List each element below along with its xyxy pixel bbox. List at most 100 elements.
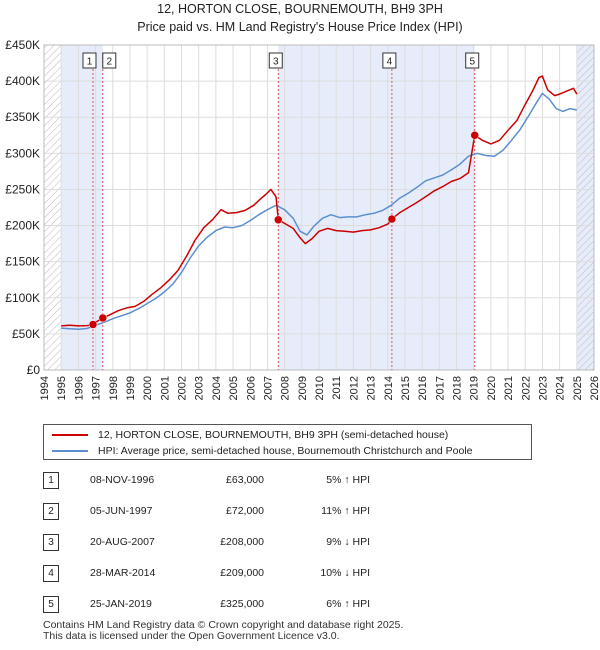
x-tick-label: 2005 [228,376,240,400]
sale-date: 28-MAR-2014 [90,567,156,579]
x-tick-label: 2003 [194,376,206,400]
legend-label-hpi: HPI: Average price, semi-detached house,… [98,445,473,457]
y-tick-label: £300K [5,146,40,160]
x-tick-label: 2013 [366,376,378,400]
sale-marker-box [382,52,397,69]
sale-point [470,131,479,140]
table-row: 1 08-NOV-1996 £63,000 5% ↑ HPI [0,470,600,490]
x-tick-label: 1997 [91,376,103,400]
x-tick-label: 1999 [125,376,137,400]
legend-item-property: 12, HORTON CLOSE, BOURNEMOUTH, BH9 3PH (… [52,427,448,443]
table-row: 5 25-JAN-2019 £325,000 6% ↑ HPI [0,594,600,614]
x-tick-label: 2001 [159,376,171,400]
x-tick-label: 2007 [262,376,274,400]
x-tick-label: 2000 [142,376,154,400]
sale-price: £63,000 [226,474,264,486]
footer-copyright: Contains HM Land Registry data © Crown c… [43,619,404,631]
sale-price: £72,000 [226,505,264,517]
legend-item-hpi: HPI: Average price, semi-detached house,… [52,443,473,459]
y-tick-label: £100K [5,291,40,305]
sale-marker-label: 1 [87,57,93,68]
legend-swatch-hpi [52,450,88,452]
x-tick-label: 1996 [73,376,85,400]
y-tick-label: £450K [5,38,40,52]
hatched-period [44,45,62,370]
plot-frame [43,44,595,371]
chart-legend: 12, HORTON CLOSE, BOURNEMOUTH, BH9 3PH (… [43,424,532,460]
property-price-line [61,75,578,327]
x-tick-label: 2016 [417,376,429,400]
price-chart: £0 £50K £100K £150K £200K £250K £300K £350K £400… [5,38,600,400]
x-tick-label: 2021 [503,376,515,400]
sale-hpi-diff: 10% ↓ HPI [320,567,370,579]
sale-marker-box [82,52,97,69]
y-tick-label: £150K [5,255,40,269]
legend-swatch-property [52,434,88,436]
x-tick-label: 1995 [56,376,68,400]
sale-marker-box [465,52,480,69]
y-tick-label: £400K [5,74,40,88]
y-tick-label: £350K [5,110,40,124]
x-tick-label: 2012 [348,376,360,400]
sale-number-badge: 4 [43,565,59,582]
hatched-period [576,45,594,370]
x-tick-label: 2020 [486,376,498,400]
x-tick-label: 2022 [520,376,532,400]
sale-hpi-diff: 11% ↑ HPI [321,505,370,517]
y-tick-label: £50K [12,327,40,341]
sale-date: 20-AUG-2007 [90,536,155,548]
sale-hpi-diff: 5% ↑ HPI [326,474,370,486]
x-tick-label: 2004 [211,376,223,400]
x-tick-label: 1998 [108,376,120,400]
x-tick-label: 2014 [383,376,395,400]
x-tick-label: 2026 [589,376,600,400]
table-row: 2 05-JUN-1997 £72,000 11% ↑ HPI [0,501,600,521]
y-tick-label: £0 [27,363,41,377]
x-tick-label: 1994 [39,376,51,400]
x-tick-label: 2011 [331,376,343,400]
legend-label-property: 12, HORTON CLOSE, BOURNEMOUTH, BH9 3PH (… [98,429,449,441]
sale-marker-label: 4 [387,57,393,68]
chart-title: 12, HORTON CLOSE, BOURNEMOUTH, BH9 3PH [157,2,443,16]
sale-date: 05-JUN-1997 [90,505,153,517]
footer-licence: This data is licensed under the Open Gov… [43,630,340,642]
x-tick-label: 2009 [297,376,309,400]
sale-point [98,313,108,323]
sale-price: £325,000 [220,598,264,610]
y-tick-label: £200K [5,219,40,233]
x-tick-label: 2019 [469,376,481,400]
sale-date: 08-NOV-1996 [90,474,155,486]
x-tick-label: 2024 [555,376,567,400]
sale-hpi-diff: 9% ↓ HPI [326,536,370,548]
hpi-line [61,92,577,330]
x-tick-label: 2025 [572,376,584,400]
x-tick-label: 2008 [280,376,292,400]
sale-point [387,214,397,224]
table-row: 3 20-AUG-2007 £208,000 9% ↓ HPI [0,532,600,552]
x-tick-label: 2023 [537,376,549,400]
sale-number-badge: 2 [43,503,59,520]
sale-point [274,215,283,225]
table-row: 4 28-MAR-2014 £209,000 10% ↓ HPI [0,563,600,583]
sale-number-badge: 3 [43,534,59,551]
sale-marker-label: 5 [469,57,475,68]
y-tick-label: £250K [5,182,40,196]
sale-marker-label: 3 [273,57,279,68]
sale-number-badge: 1 [43,472,59,489]
sale-number-badge: 5 [43,596,59,613]
chart-subtitle: Price paid vs. HM Land Registry's House … [137,20,463,34]
sale-hpi-diff: 6% ↑ HPI [326,598,370,610]
shaded-period [278,45,475,370]
sale-date: 25-JAN-2019 [90,598,152,610]
x-tick-label: 2010 [314,376,326,400]
x-tick-label: 2006 [245,376,257,400]
footer-attribution: Contains HM Land Registry data © Crown c… [43,620,403,642]
sale-price: £208,000 [220,536,264,548]
sale-price: £209,000 [220,567,264,579]
x-tick-label: 2018 [452,376,464,400]
x-tick-label: 2002 [177,376,189,400]
x-tick-label: 2017 [434,376,446,400]
sale-marker-label: 2 [107,57,113,68]
sale-marker-box [268,52,283,69]
x-tick-label: 2015 [400,376,412,400]
